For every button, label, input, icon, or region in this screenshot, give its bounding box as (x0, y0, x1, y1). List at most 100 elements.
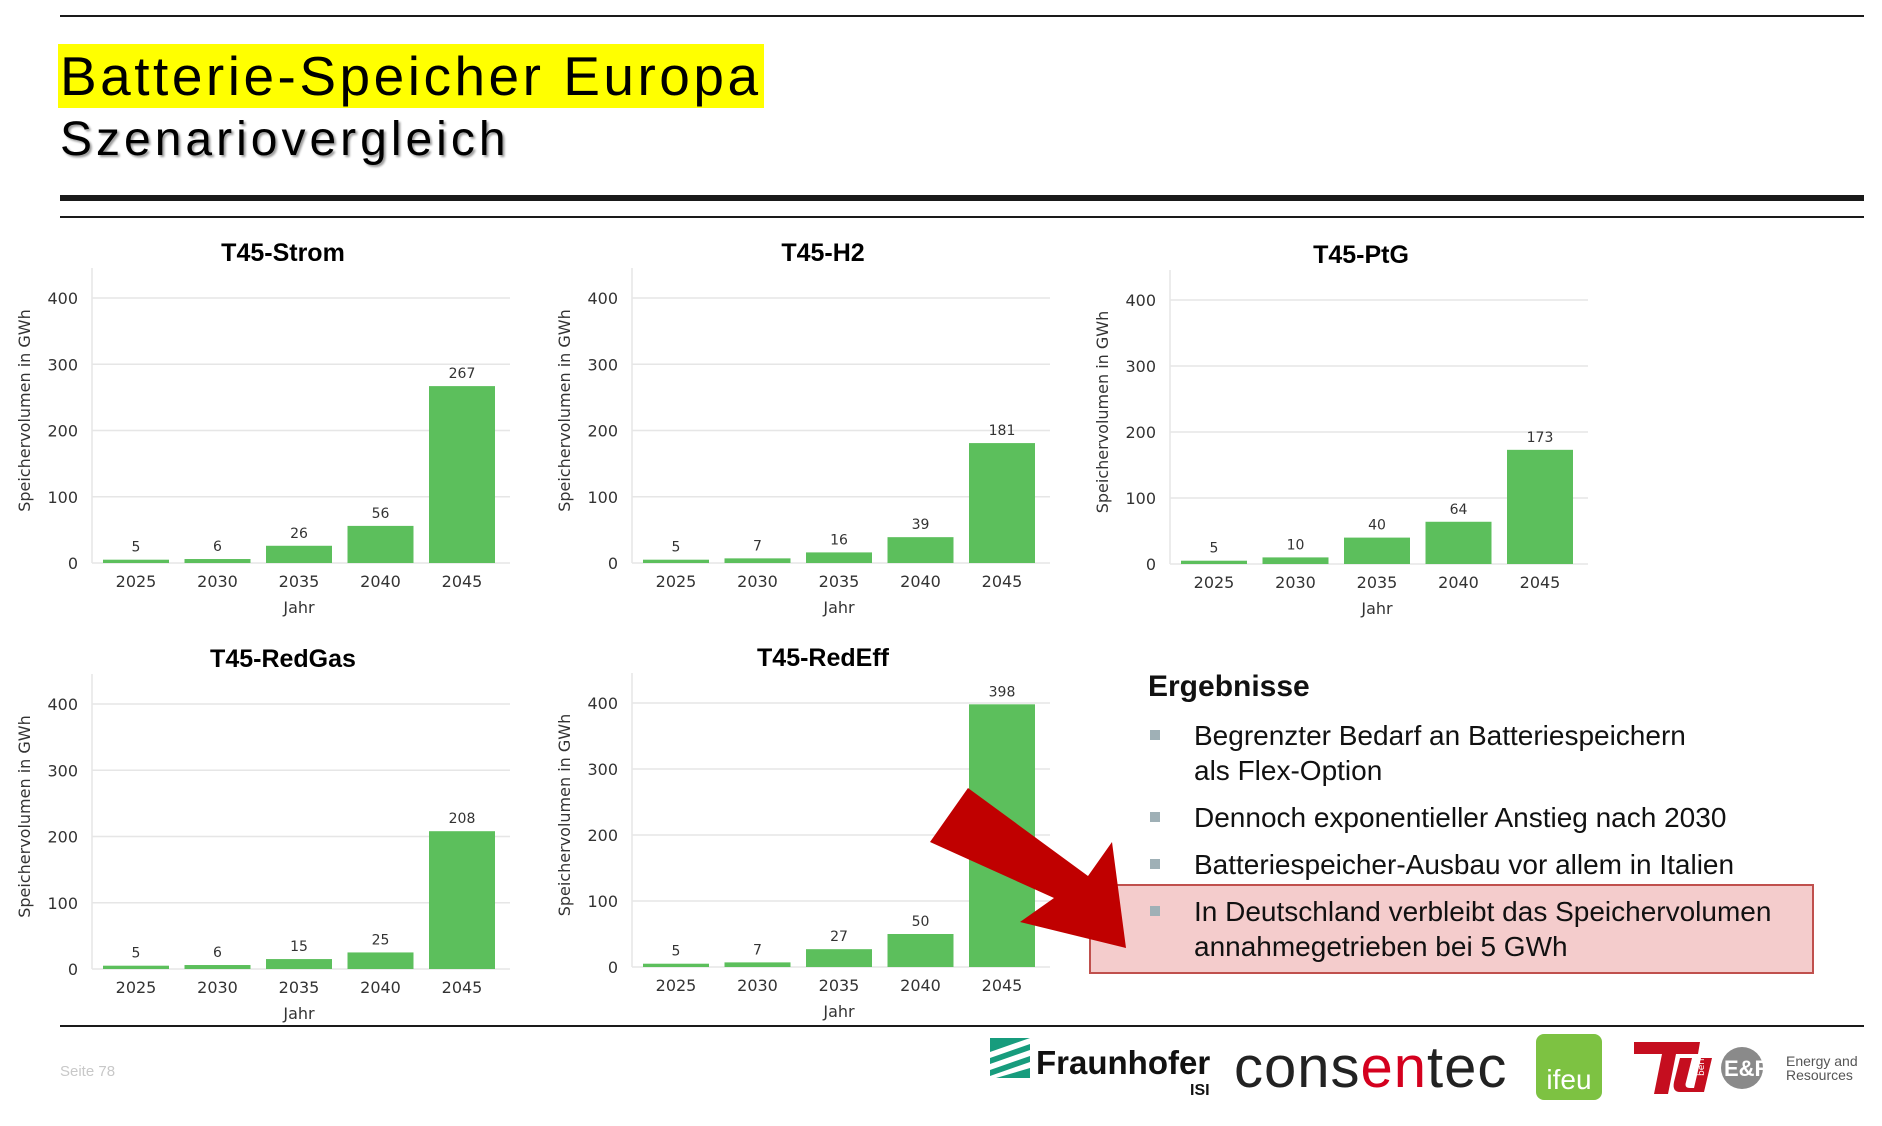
bullet-square-icon (1150, 906, 1160, 916)
data-label: 50 (912, 914, 930, 930)
y-tick-label: 0 (608, 554, 618, 573)
x-tick-label: 2025 (656, 976, 697, 995)
x-axis-label: Jahr (282, 1004, 315, 1023)
y-tick-label: 0 (1146, 555, 1156, 574)
bullet-line: als Flex-Option (1194, 755, 1383, 786)
results-heading: Ergebnisse (1148, 670, 1310, 703)
bar-2025 (643, 963, 709, 967)
er-wordmark: Energy and Resources (1786, 1054, 1858, 1082)
x-tick-label: 2025 (1194, 573, 1235, 592)
title-rule-thick (60, 195, 1864, 201)
x-tick-label: 2030 (197, 572, 238, 591)
x-tick-label: 2025 (656, 572, 697, 591)
x-tick-label: 2035 (819, 976, 860, 995)
x-axis-label: Jahr (282, 598, 315, 617)
bar-2030 (184, 559, 251, 563)
bullet-line: Dennoch exponentieller Anstieg nach 2030 (1194, 802, 1727, 833)
footer-rule (60, 1025, 1864, 1027)
data-label: 173 (1527, 430, 1554, 446)
data-label: 208 (449, 811, 476, 827)
er-line: Energy and (1786, 1053, 1858, 1069)
result-bullet-4: In Deutschland verbleibt das Speichervol… (1148, 894, 1848, 964)
data-label: 5 (1210, 541, 1219, 557)
fraunhofer-isi: ISI (1190, 1082, 1210, 1099)
x-tick-label: 2040 (360, 572, 401, 591)
y-axis-label: Speichervolumen in GWh (15, 715, 34, 918)
bar-2025 (1181, 560, 1247, 564)
x-tick-label: 2045 (1520, 573, 1561, 592)
y-tick-label: 100 (47, 894, 78, 913)
data-label: 5 (132, 946, 141, 962)
x-tick-label: 2030 (737, 976, 778, 995)
data-label: 398 (989, 684, 1016, 700)
data-label: 7 (753, 538, 762, 554)
bar-2035 (806, 949, 872, 967)
y-tick-label: 400 (1125, 291, 1156, 310)
x-tick-label: 2045 (442, 978, 483, 997)
bar-2030 (1262, 557, 1329, 564)
data-label: 7 (753, 942, 762, 958)
er-logo-icon: E&R (1721, 1047, 1771, 1089)
y-tick-label: 400 (47, 289, 78, 308)
data-label: 6 (213, 539, 222, 555)
tu-berlin-logo-icon: berlin (1634, 1042, 1712, 1094)
x-axis-label: Jahr (822, 598, 855, 617)
x-axis-label: Jahr (822, 1002, 855, 1021)
bar-2025 (103, 559, 169, 563)
data-label: 26 (290, 526, 308, 542)
bullet-line: Batteriespeicher-Ausbau vor allem in Ita… (1194, 849, 1735, 880)
chart-title: T45-RedGas (210, 645, 356, 673)
y-tick-label: 200 (47, 828, 78, 847)
y-tick-label: 100 (1125, 489, 1156, 508)
consentec-part: tec (1427, 1035, 1508, 1100)
chart-title: T45-RedEff (757, 644, 890, 672)
x-tick-label: 2045 (442, 572, 483, 591)
slide-subtitle: Szenariovergleich (60, 113, 510, 166)
y-tick-label: 400 (587, 694, 618, 713)
data-label: 10 (1287, 537, 1305, 553)
bar-2025 (103, 965, 169, 969)
y-tick-label: 300 (47, 355, 78, 374)
y-tick-label: 100 (47, 488, 78, 507)
y-tick-label: 400 (47, 695, 78, 714)
bar-2040 (347, 952, 414, 969)
y-tick-label: 300 (587, 355, 618, 374)
bar-2035 (806, 552, 872, 563)
bar-2045 (969, 443, 1035, 563)
bar-2025 (643, 559, 709, 563)
y-tick-label: 0 (68, 554, 78, 573)
consentec-part: en (1360, 1035, 1428, 1100)
red-arrow-icon (930, 788, 1126, 948)
y-tick-label: 400 (587, 289, 618, 308)
bullet-square-icon (1150, 859, 1160, 869)
top-rule (60, 15, 1864, 17)
highlight-box (1089, 884, 1814, 974)
bar-2045 (429, 831, 495, 969)
bullet-square-icon (1150, 730, 1160, 740)
x-tick-label: 2035 (279, 572, 320, 591)
bullet-square-icon (1150, 812, 1160, 822)
x-tick-label: 2040 (360, 978, 401, 997)
y-tick-label: 200 (47, 422, 78, 441)
y-tick-label: 0 (608, 958, 618, 977)
data-label: 40 (1368, 518, 1386, 534)
x-tick-label: 2045 (982, 572, 1023, 591)
chart-title: T45-Strom (221, 239, 345, 267)
data-label: 64 (1450, 502, 1468, 518)
result-bullet-2: Dennoch exponentieller Anstieg nach 2030 (1148, 800, 1848, 835)
er-line: Resources (1786, 1067, 1853, 1083)
data-label: 5 (672, 540, 681, 556)
results-panel: Ergebnisse Begrenzter Bedarf an Batterie… (1148, 670, 1848, 976)
y-tick-label: 300 (47, 761, 78, 780)
bar-2045 (1507, 449, 1573, 564)
x-tick-label: 2040 (900, 976, 941, 995)
bar-2040 (347, 525, 414, 563)
y-tick-label: 100 (587, 892, 618, 911)
data-label: 15 (290, 939, 308, 955)
bullet-line: annahmegetrieben bei 5 GWh (1194, 931, 1568, 962)
y-axis-label: Speichervolumen in GWh (1093, 311, 1112, 514)
y-tick-label: 300 (1125, 357, 1156, 376)
data-label: 6 (213, 945, 222, 961)
x-tick-label: 2035 (1357, 573, 1398, 592)
data-label: 5 (132, 540, 141, 556)
